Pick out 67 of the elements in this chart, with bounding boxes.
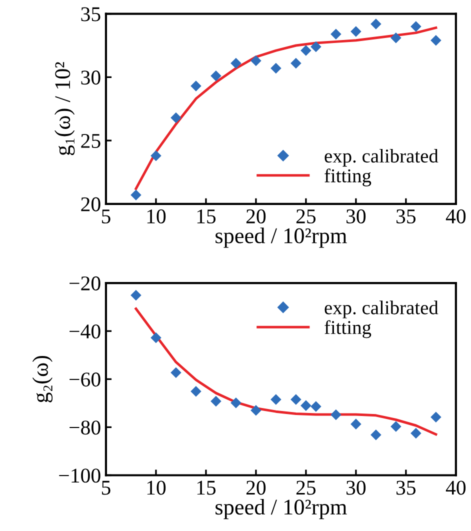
point	[250, 404, 262, 416]
point	[290, 58, 302, 69]
point	[270, 394, 282, 405]
point	[270, 62, 282, 74]
point	[390, 421, 402, 432]
x-tick-label: 40	[446, 480, 466, 495]
x-tick-label: 25	[296, 480, 316, 495]
point	[230, 58, 242, 69]
point	[170, 367, 182, 378]
legend-label: exp. calibrated	[324, 148, 438, 167]
y-tick-label: 30	[81, 70, 100, 85]
point	[300, 45, 312, 56]
y-axis-title: g₂(ω)	[32, 356, 53, 402]
point	[300, 400, 312, 411]
x-tick-label: 35	[396, 480, 416, 495]
x-tick-label: 10	[147, 209, 166, 224]
point	[410, 428, 422, 439]
x-tick-label: 15	[197, 209, 216, 224]
y-tick-label: −60	[70, 372, 100, 387]
x-tick-label: 20	[246, 209, 266, 224]
point	[210, 396, 222, 407]
legend-label: fitting	[324, 168, 372, 186]
y-tick-label: 25	[81, 134, 100, 148]
x-tick-label: 5	[102, 210, 110, 224]
y-tick-label: −20	[70, 276, 100, 290]
x-axis-title: speed / 10²rpm	[216, 228, 347, 248]
point	[390, 32, 402, 44]
point	[350, 418, 362, 430]
point	[130, 290, 142, 301]
point	[330, 409, 342, 420]
y-tick-label: 20	[81, 197, 100, 212]
point	[370, 430, 382, 440]
x-tick-label: 30	[346, 480, 366, 495]
point	[430, 35, 442, 46]
x-tick-label: 25	[296, 209, 316, 224]
y-tick-label: −80	[70, 420, 100, 435]
point	[130, 190, 142, 200]
x-tick-label: 15	[197, 480, 216, 495]
x-tick-label: 5	[102, 480, 110, 495]
point	[190, 386, 202, 397]
point	[230, 398, 242, 408]
point	[150, 332, 162, 344]
point	[190, 80, 202, 92]
y-tick-label: −100	[59, 468, 100, 483]
point	[310, 41, 322, 52]
y-axis-title: g₁(ω) / 10²	[54, 62, 75, 156]
x-tick-label: 10	[147, 480, 166, 495]
x-tick-label: 20	[246, 480, 266, 495]
x-tick-label: 35	[396, 209, 416, 224]
point	[330, 28, 342, 40]
point	[150, 150, 162, 162]
point	[250, 55, 262, 66]
point	[410, 21, 422, 32]
point	[290, 394, 302, 405]
legend-label: fitting	[324, 320, 372, 338]
point	[170, 112, 182, 124]
x-axis-title: speed / 10²rpm	[216, 499, 347, 520]
legend-label: exp. calibrated	[324, 300, 438, 318]
point	[430, 412, 442, 422]
x-tick-label: 30	[346, 209, 366, 224]
y-tick-label: 35	[81, 7, 100, 22]
point	[310, 401, 322, 412]
point	[350, 26, 362, 37]
x-tick-label: 40	[446, 209, 466, 224]
point	[370, 18, 382, 30]
point	[210, 70, 222, 82]
y-tick-label: −40	[70, 324, 100, 339]
